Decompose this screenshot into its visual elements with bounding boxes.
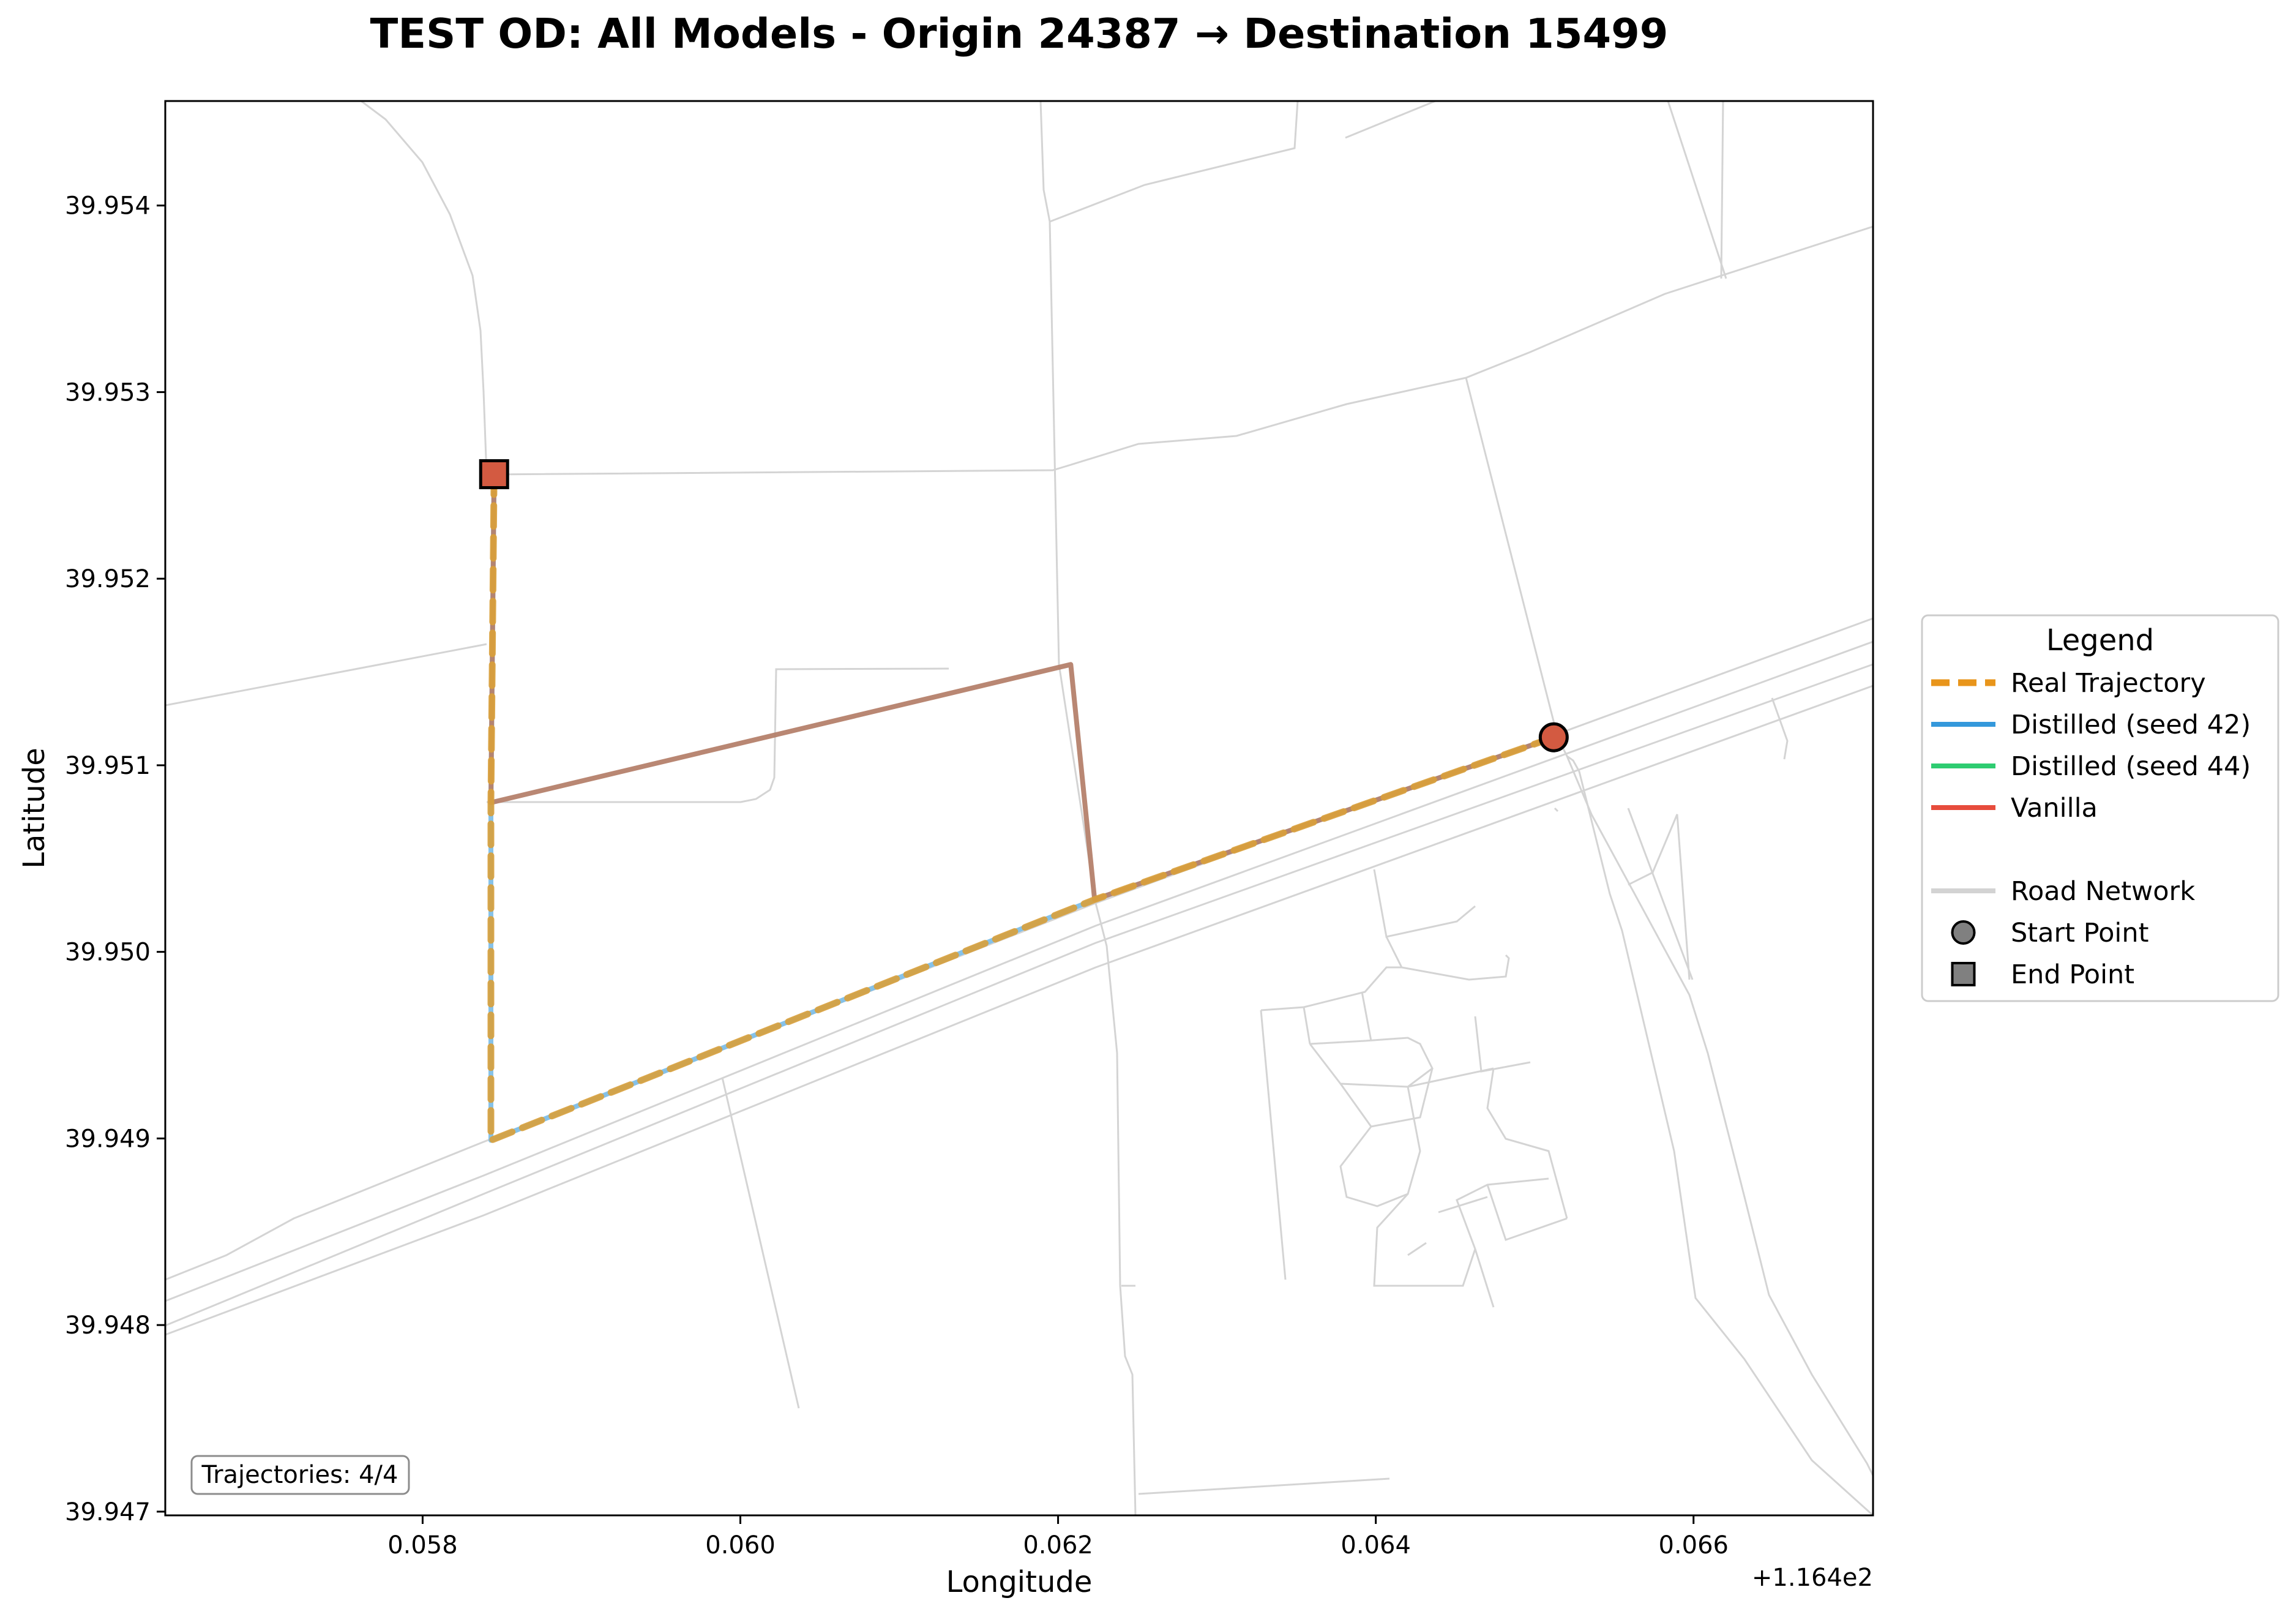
road-network — [165, 101, 1873, 1515]
x-tick-label: 0.060 — [705, 1531, 776, 1559]
x-tick-label: 0.066 — [1658, 1531, 1729, 1559]
y-axis-ticks: 39.947 39.948 39.949 39.950 39.951 39.952 39.9… — [65, 192, 165, 1526]
legend-swatch-start-point — [1951, 920, 1976, 945]
y-tick-label: 39.949 — [65, 1125, 151, 1153]
legend-entries: Real Trajectory Distilled (seed 42) Distil… — [1931, 668, 2251, 990]
legend-title: Legend — [2046, 623, 2154, 658]
axes-frame — [164, 100, 1874, 1517]
legend: Legend Real Trajectory Distilled (seed 42… — [1921, 614, 2279, 1002]
x-tick-label: 0.064 — [1341, 1531, 1411, 1559]
markers-layer — [479, 459, 1569, 752]
x-axis-offset-label: +1.164e2 — [1752, 1564, 1873, 1592]
y-tick-label: 39.948 — [65, 1311, 151, 1340]
y-tick-label: 39.950 — [65, 939, 151, 967]
legend-swatch-end-point — [1951, 962, 1976, 986]
trajectory-count-annotation: Trajectories: 4/4 — [190, 1455, 410, 1495]
legend-label-distilled-seed-44: Distilled (seed 44) — [2011, 751, 2251, 782]
legend-label-real-trajectory: Real Trajectory — [2011, 668, 2206, 699]
x-tick-label: 0.058 — [387, 1531, 458, 1559]
plot-area — [165, 101, 1873, 1515]
legend-label-distilled-seed-42: Distilled (seed 42) — [2011, 710, 2251, 740]
y-tick-label: 39.947 — [65, 1498, 151, 1526]
y-tick-label: 39.953 — [65, 378, 151, 407]
x-axis-label: Longitude — [946, 1565, 1093, 1599]
y-axis-label: Latitude — [17, 748, 51, 869]
y-tick-label: 39.952 — [65, 565, 151, 593]
end-point-marker — [479, 459, 509, 489]
x-axis-ticks: 0.058 0.060 0.062 0.064 0.066 — [387, 1515, 1729, 1559]
annotation-text: Trajectories: 4/4 — [201, 1461, 398, 1489]
y-tick-label: 39.954 — [65, 192, 151, 220]
y-tick-label: 39.951 — [65, 752, 151, 780]
legend-label-start-point: Start Point — [2011, 918, 2148, 948]
legend-label-road-network: Road Network — [2011, 876, 2195, 907]
legend-label-end-point: End Point — [2011, 959, 2134, 990]
trajectory-real-trajectory — [487, 471, 1557, 1144]
legend-box — [1921, 614, 2279, 1002]
chart-title: TEST OD: All Models - Origin 24387 → Des… — [370, 10, 1669, 58]
start-point-marker — [1538, 722, 1569, 752]
trajectories-layer — [487, 471, 1557, 1144]
x-tick-label: 0.062 — [1023, 1531, 1093, 1559]
annotation-box — [190, 1455, 410, 1495]
legend-label-vanilla: Vanilla — [2011, 793, 2098, 824]
